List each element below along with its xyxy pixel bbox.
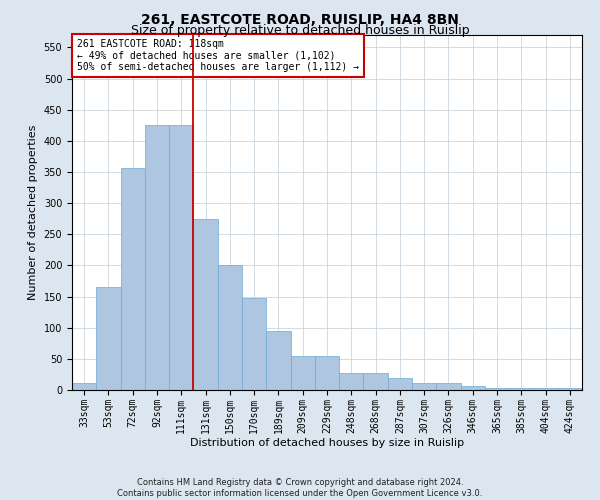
Bar (290, 356, 315, 390)
Bar (315, 356, 339, 390)
Bar (436, 383, 461, 390)
Text: Size of property relative to detached houses in Ruislip: Size of property relative to detached ho… (131, 24, 469, 37)
Bar (193, 218, 218, 390)
Bar (461, 386, 485, 390)
Bar (533, 388, 558, 390)
X-axis label: Distribution of detached houses by size in Ruislip: Distribution of detached houses by size … (190, 438, 464, 448)
Bar (339, 373, 364, 390)
Bar (218, 266, 242, 390)
Bar (145, 126, 169, 390)
Text: 261, EASTCOTE ROAD, RUISLIP, HA4 8BN: 261, EASTCOTE ROAD, RUISLIP, HA4 8BN (141, 12, 459, 26)
Bar (388, 378, 412, 390)
Bar (169, 126, 193, 390)
Bar (485, 388, 509, 390)
Text: 261 EASTCOTE ROAD: 118sqm
← 49% of detached houses are smaller (1,102)
50% of se: 261 EASTCOTE ROAD: 118sqm ← 49% of detac… (77, 38, 359, 72)
Y-axis label: Number of detached properties: Number of detached properties (28, 125, 38, 300)
Bar (509, 388, 533, 390)
Bar (121, 168, 145, 390)
Bar (364, 373, 388, 390)
Bar (412, 383, 436, 390)
Bar (242, 298, 266, 390)
Bar (96, 287, 121, 390)
Text: Contains HM Land Registry data © Crown copyright and database right 2024.
Contai: Contains HM Land Registry data © Crown c… (118, 478, 482, 498)
Bar (558, 388, 582, 390)
Bar (72, 382, 96, 390)
Bar (266, 331, 290, 390)
